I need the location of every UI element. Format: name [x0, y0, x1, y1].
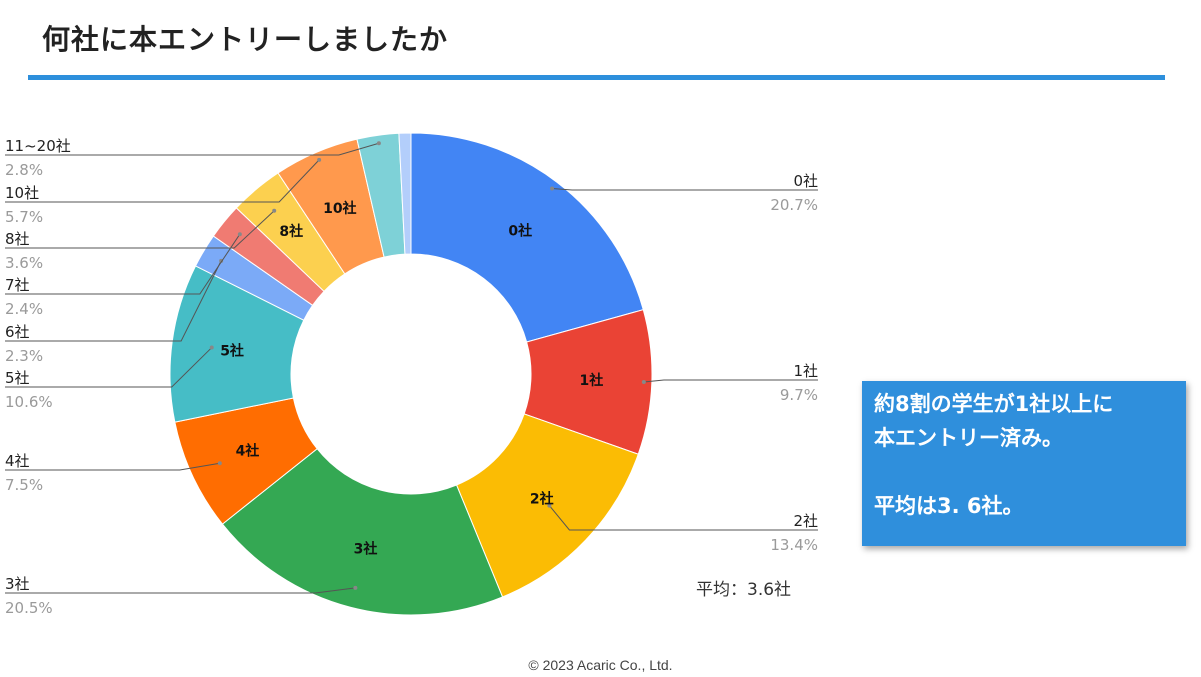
average-note: 平均：3.6社: [696, 580, 792, 600]
leader-dot-4: [217, 461, 222, 466]
leader-dot-5: [209, 345, 214, 350]
slice-label-1: 1社: [580, 372, 604, 389]
category-label-1: 1社: [793, 362, 818, 380]
leader-dot-2: [547, 503, 552, 508]
category-label-0: 0社: [793, 172, 818, 190]
leader-line-11-20: [5, 142, 380, 156]
callout-line-2: 本エントリー済み。: [874, 426, 1063, 450]
percent-label-6: 2.3%: [5, 347, 43, 365]
leader-dot-1: [641, 380, 646, 385]
slice-3: [221, 448, 504, 616]
leader-dot-8: [272, 208, 277, 213]
percent-label-5: 10.6%: [5, 393, 53, 411]
percent-label-4: 7.5%: [5, 476, 43, 494]
category-label-10: 10社: [5, 184, 39, 202]
category-label-4: 4社: [5, 452, 30, 470]
leader-line-3: [5, 587, 356, 594]
slice-remainder: [398, 132, 412, 255]
percent-label-8: 3.6%: [5, 254, 43, 272]
leader-dot-3: [353, 585, 358, 590]
leader-line-8: [5, 210, 275, 249]
copyright-footer: © 2023 Acaric Co., Ltd.: [528, 657, 673, 673]
category-label-6: 6社: [5, 323, 30, 341]
percent-label-3: 20.5%: [5, 599, 53, 617]
slice-label-10: 10社: [323, 200, 356, 217]
callout-spacer: [874, 455, 1174, 489]
leader-line-0: [552, 188, 818, 191]
summary-callout: 約8割の学生が1社以上に 本エントリー済み。 平均は3. 6社。: [862, 381, 1186, 546]
category-label-7: 7社: [5, 276, 30, 294]
leader-dot-7: [237, 232, 242, 237]
leader-dot-0: [550, 186, 555, 191]
percent-label-2: 13.4%: [770, 536, 818, 554]
slice-label-2: 2社: [530, 490, 554, 507]
slice-label-8: 8社: [279, 223, 303, 240]
percent-label-10: 5.7%: [5, 208, 43, 226]
percent-label-7: 2.4%: [5, 300, 43, 318]
leader-line-7: [5, 233, 241, 295]
leader-line-5: [5, 347, 213, 388]
category-label-2: 2社: [793, 512, 818, 530]
page-title: 何社に本エントリーしましたか: [42, 23, 449, 56]
slice-label-0: 0社: [508, 222, 532, 239]
category-label-8: 8社: [5, 230, 30, 248]
leader-line-2: [549, 505, 818, 531]
percent-label-0: 20.7%: [770, 196, 818, 214]
callout-line-3: 平均は3. 6社。: [874, 494, 1024, 518]
category-label-11-20: 11~20社: [5, 137, 71, 155]
callout-line-1: 約8割の学生が1社以上に: [874, 392, 1114, 416]
slice-label-3: 3社: [354, 541, 378, 558]
leader-dot-11-20: [376, 141, 381, 146]
category-label-5: 5社: [5, 369, 30, 387]
percent-label-11-20: 2.8%: [5, 161, 43, 179]
percent-label-1: 9.7%: [780, 386, 818, 404]
leader-line-1: [643, 379, 818, 383]
leader-line-10: [5, 159, 320, 203]
slice-label-4: 4社: [236, 442, 260, 459]
leader-line-6: [5, 260, 222, 342]
leader-line-4: [5, 462, 220, 471]
leader-dot-10: [317, 157, 322, 162]
title-divider: [28, 75, 1165, 80]
slice-label-5: 5社: [220, 342, 244, 359]
category-label-3: 3社: [5, 575, 30, 593]
slice-0: [410, 132, 644, 343]
